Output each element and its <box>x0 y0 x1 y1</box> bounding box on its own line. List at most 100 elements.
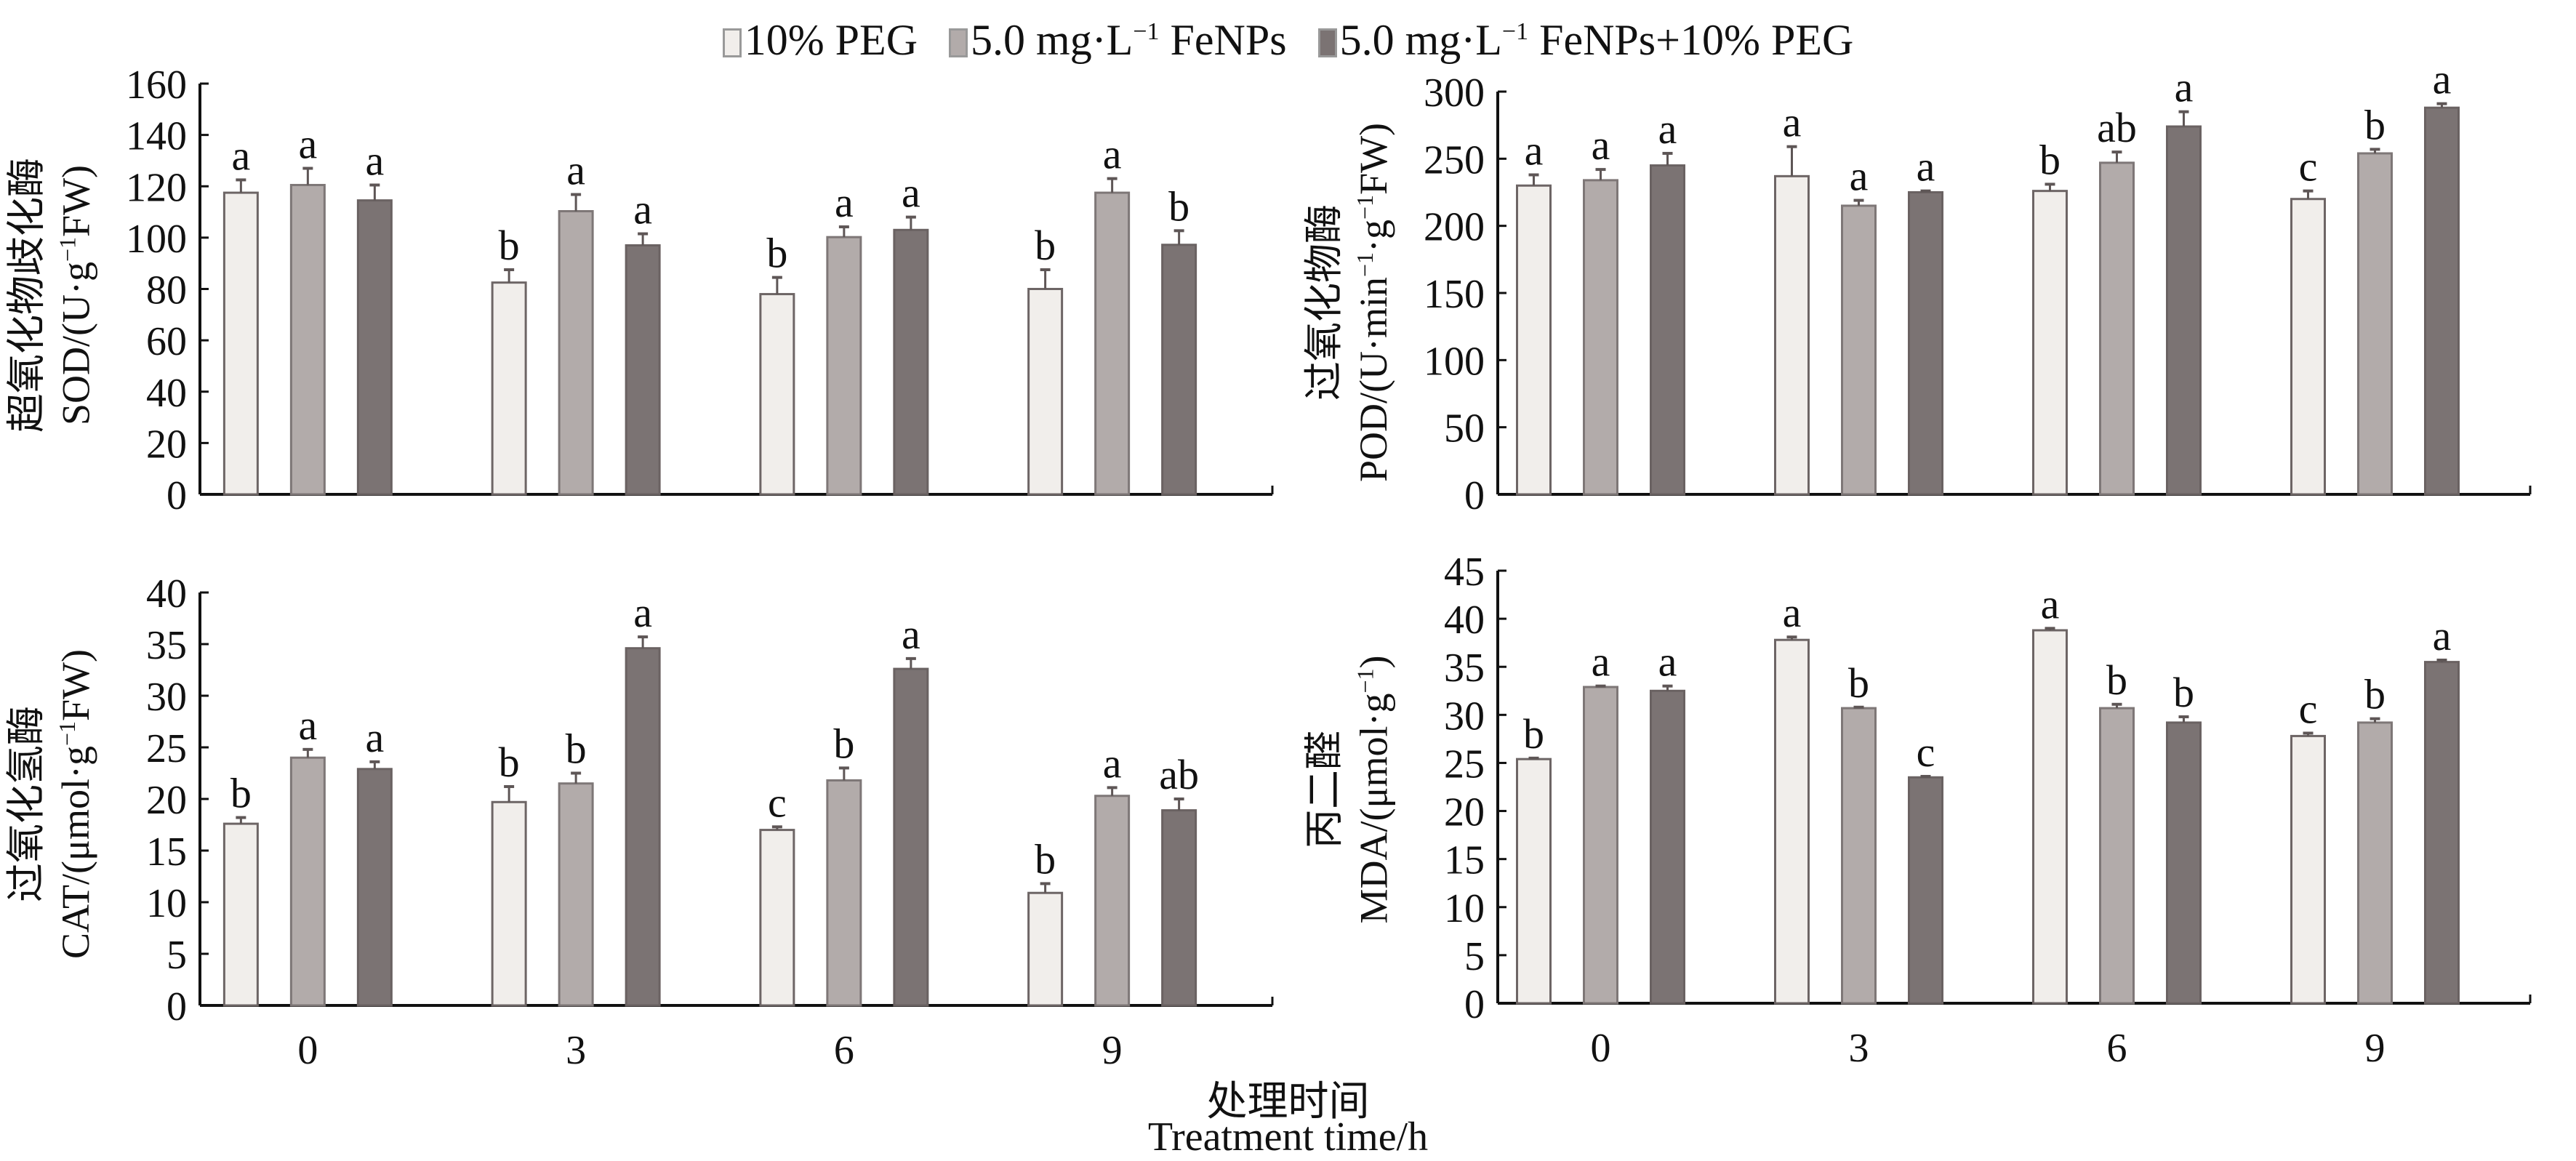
bar <box>1774 638 1810 1005</box>
y-tick-label: 15 <box>146 829 187 875</box>
y-tick-label: 10 <box>1444 886 1485 931</box>
legend-item-fenps-peg: 5.0 mg·L−1 FeNPs+10% PEG <box>1317 3 1854 69</box>
bar <box>625 244 661 496</box>
significance-letter: b <box>1523 710 1544 758</box>
y-tick-label: 15 <box>1444 838 1485 883</box>
y-tick-label: 40 <box>1444 598 1485 643</box>
significance-letter: a <box>2433 612 2452 659</box>
x-tick-label: 9 <box>2365 1026 2386 1071</box>
bar <box>1583 179 1618 496</box>
y-tick-label: 5 <box>1464 934 1485 979</box>
significance-letter: a <box>299 121 318 168</box>
significance-letter: a <box>1658 105 1677 153</box>
bar <box>2032 629 2068 1005</box>
bar <box>1161 244 1197 496</box>
significance-letter: b <box>499 222 520 269</box>
y-tick-label: 20 <box>146 778 187 823</box>
y-axis-title-pod-cn: 过氧化物酶 <box>1302 204 1346 401</box>
y-tick-label: 40 <box>146 571 187 616</box>
legend-label-fenps: 5.0 mg·L−1 FeNPs <box>971 16 1287 64</box>
bar <box>826 779 862 1007</box>
bar <box>1774 174 1810 496</box>
legend-swatch-fenps <box>949 28 968 57</box>
significance-letter: a <box>1103 739 1122 787</box>
significance-letter: b <box>566 726 587 773</box>
y-axis-title-mda-cn: 丙二醛 <box>1302 731 1346 848</box>
significance-letter: a <box>1592 121 1610 169</box>
significance-letter: b <box>2364 101 2386 148</box>
significance-letter: a <box>2433 56 2452 103</box>
y-axis-title-sod-en: SOD/(U·g−1FW) <box>54 164 97 426</box>
significance-letter: a <box>1103 131 1122 178</box>
bar <box>2290 734 2326 1005</box>
significance-letter: a <box>1525 126 1544 174</box>
bar <box>289 183 326 496</box>
bar <box>2166 125 2202 496</box>
significance-letter: a <box>902 169 920 217</box>
y-tick-label: 250 <box>1424 137 1485 182</box>
significance-letter: a <box>835 179 854 226</box>
y-tick-label: 100 <box>126 217 187 262</box>
bar <box>1583 686 1618 1005</box>
bar <box>893 667 929 1007</box>
legend-label-fenps-peg: 5.0 mg·L−1 FeNPs+10% PEG <box>1339 16 1854 64</box>
significance-letter: ab <box>2097 104 2137 151</box>
y-axis-title-pod: 过氧化物酶 POD/(U·min−1·g−1FW) <box>1302 87 1395 518</box>
x-axis-title-cn: 处理时间 <box>1206 1080 1370 1125</box>
significance-letter: a <box>1783 99 1802 146</box>
y-tick-label: 160 <box>126 63 187 108</box>
y-tick-label: 200 <box>1424 205 1485 250</box>
significance-letter: a <box>366 137 385 184</box>
significance-letter: a <box>232 132 251 179</box>
bar <box>1027 891 1064 1007</box>
legend-item-peg: 10% PEG <box>722 11 918 69</box>
significance-letter: b <box>1035 835 1056 883</box>
bar <box>759 829 795 1007</box>
bar <box>2357 152 2393 496</box>
x-axis-title-en: Treatment time/h <box>1147 1114 1429 1160</box>
y-tick-label: 0 <box>166 473 187 518</box>
significance-letter: a <box>633 589 652 636</box>
y-tick-label: 40 <box>146 371 187 416</box>
x-tick-label: 9 <box>1102 1028 1123 1073</box>
bar <box>1516 758 1552 1005</box>
bar <box>1650 689 1685 1005</box>
bar <box>222 191 259 496</box>
x-tick-label: 6 <box>2107 1026 2127 1071</box>
y-axis-title-pod-en: POD/(U·min−1·g−1FW) <box>1352 122 1395 483</box>
bar <box>1161 809 1197 1007</box>
significance-letter: b <box>230 770 252 817</box>
y-tick-label: 5 <box>166 933 187 978</box>
bar <box>893 228 929 496</box>
y-axis-title-cat-cn: 过氧化氢酶 <box>4 706 48 902</box>
bar <box>2032 190 2068 496</box>
y-tick-label: 100 <box>1424 339 1485 384</box>
bar <box>222 822 259 1007</box>
significance-letter: b <box>2106 656 2127 704</box>
y-tick-label: 300 <box>1424 71 1485 116</box>
y-tick-label: 20 <box>1444 790 1485 835</box>
y-tick-label: 30 <box>1444 694 1485 739</box>
significance-letter: b <box>1848 659 1869 707</box>
y-axis-title-cat: 过氧化氢酶 CAT/(μmol·g−1FW) <box>4 583 97 1025</box>
y-tick-label: 30 <box>146 675 187 720</box>
y-tick-label: 60 <box>146 319 187 364</box>
bar <box>1841 204 1877 496</box>
significance-letter: a <box>366 714 385 761</box>
bar <box>625 647 661 1007</box>
significance-letter: a <box>1783 589 1802 636</box>
x-tick-label: 6 <box>834 1028 854 1073</box>
y-tick-label: 50 <box>1444 406 1485 451</box>
bar <box>1841 707 1877 1005</box>
y-axis-title-sod-cn: 超氧化物歧化酶 <box>4 158 48 433</box>
x-tick-label: 3 <box>1849 1026 1869 1071</box>
legend: 10% PEG 5.0 mg·L−1 FeNPs 5.0 mg·L−1 FeNP… <box>0 3 2576 69</box>
significance-letter: a <box>2175 64 2194 111</box>
significance-letter: a <box>902 611 920 658</box>
bar <box>2099 161 2135 496</box>
legend-swatch-peg <box>722 28 742 57</box>
y-axis-title-cat-en: CAT/(μmol·g−1FW) <box>54 649 97 959</box>
significance-letter: c <box>2299 685 2318 732</box>
bar <box>356 199 393 496</box>
